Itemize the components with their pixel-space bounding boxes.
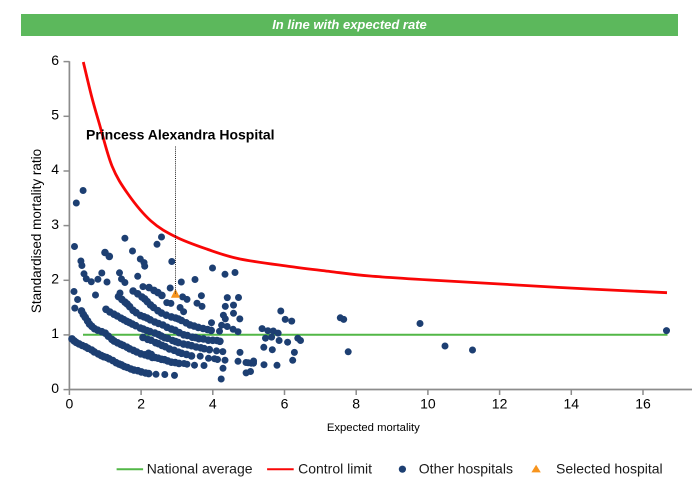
svg-text:1: 1 xyxy=(51,325,59,341)
svg-text:16: 16 xyxy=(635,396,651,412)
svg-text:10: 10 xyxy=(420,396,436,412)
svg-text:2: 2 xyxy=(51,271,59,287)
svg-text:Control limit: Control limit xyxy=(298,461,372,477)
svg-text:Expected mortality: Expected mortality xyxy=(327,422,420,434)
svg-text:4: 4 xyxy=(209,396,217,412)
svg-text:Other hospitals: Other hospitals xyxy=(419,461,513,477)
svg-text:8: 8 xyxy=(352,396,360,412)
svg-text:3: 3 xyxy=(51,216,59,232)
svg-text:6: 6 xyxy=(51,52,59,68)
svg-text:National average: National average xyxy=(147,461,253,477)
svg-text:2: 2 xyxy=(137,396,145,412)
svg-text:14: 14 xyxy=(564,396,580,412)
svg-text:5: 5 xyxy=(51,107,59,123)
svg-text:Princess Alexandra Hospital: Princess Alexandra Hospital xyxy=(86,127,275,143)
svg-text:Standardised mortality ratio: Standardised mortality ratio xyxy=(29,149,44,313)
svg-text:12: 12 xyxy=(492,396,508,412)
svg-text:0: 0 xyxy=(66,396,74,412)
svg-text:Selected hospital: Selected hospital xyxy=(556,461,663,477)
svg-text:4: 4 xyxy=(51,161,59,177)
svg-text:0: 0 xyxy=(51,380,59,396)
svg-text:6: 6 xyxy=(281,396,289,412)
